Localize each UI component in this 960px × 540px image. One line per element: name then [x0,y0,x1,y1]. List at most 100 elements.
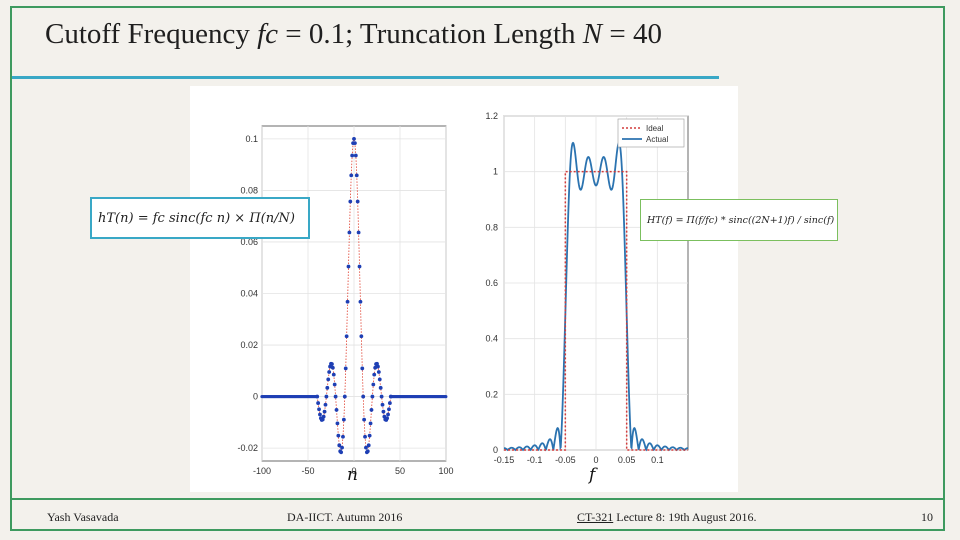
left-sample-point [335,421,340,426]
left-sample-point [364,445,368,450]
left-sample-point [368,421,373,426]
left-x-tick-label: 100 [438,466,453,476]
left-y-tick-label: 0.08 [240,185,258,195]
left-sample-point [376,370,381,374]
left-zero-tail-point [314,394,318,399]
slide-frame [10,6,945,531]
left-sample-point [370,394,375,399]
left-sample-point [318,412,322,417]
left-sample-point [380,402,385,407]
right-y-tick-label: 0.6 [485,278,498,288]
left-x-tick-label: -50 [301,466,314,476]
left-sample-point [316,401,321,405]
right-x-tick-label: -0.05 [555,455,576,465]
left-equation: hT(n) = fc sinc(fc n) × Π(n/N) [98,210,295,226]
left-sample-point [317,407,321,412]
left-sample-point [356,230,361,235]
right-ideal-line [504,170,688,451]
left-sample-point [323,402,328,407]
title-fc-value: = 0.1; Truncation Length [278,18,583,50]
title-prefix: Cutoff Frequency [45,18,258,50]
left-sample-point [334,408,339,412]
left-sample-point [352,136,356,141]
left-sample-point [355,199,360,204]
left-sample-point [349,173,354,178]
legend-ideal-label: Ideal [646,124,664,133]
left-sample-point [333,394,338,399]
left-y-tick-label: 0.1 [245,134,258,144]
left-sample-point [325,385,330,390]
left-y-tick-label: 0.04 [240,289,258,299]
left-sample-point [341,417,346,422]
right-equation-box: HT(f) = Π(f/fc) * sinc((2N+1)f) / sinc(f… [640,199,838,241]
left-sample-point [342,394,347,399]
right-y-tick-label: 0.4 [485,334,498,344]
right-x-tick-label: -0.15 [494,455,515,465]
left-sample-point [362,417,367,422]
footer-author: Yash Vasavada [47,510,119,524]
right-y-tick-label: 1.2 [485,111,498,121]
left-sample-point [343,366,348,371]
left-equation-box: hT(n) = fc sinc(fc n) × Π(n/N) [90,197,310,239]
left-zero-tail-point [444,394,448,399]
left-sample-point [346,264,351,269]
left-sample-point [350,153,355,158]
left-x-tick-label: 50 [395,466,405,476]
left-sample-point [379,394,384,399]
title-underline [12,76,719,79]
left-sample-point [321,414,326,419]
left-sample-point [363,434,367,439]
footer-lecture-text: Lecture 8: 19th August 2016. [616,510,757,524]
left-sample-point [330,362,334,366]
title-N-value: = 40 [602,18,662,50]
right-equation: HT(f) = Π(f/fc) * sinc((2N+1)f) / sinc(f… [647,214,835,226]
right-x-tick-label: -0.1 [527,455,543,465]
footer-code[interactable]: CT-321 [577,510,614,524]
footer-rule [12,498,945,500]
left-x-tick-label: -100 [253,466,271,476]
left-y-tick-label: -0.02 [237,443,258,453]
left-sample-point [344,334,349,339]
footer-lecture: CT-321 Lecture 8: 19th August 2016. [577,510,757,525]
right-x-tick-label: 0.05 [618,455,636,465]
footer-course: DA-IICT. Autumn 2016 [287,510,403,524]
left-sample-point [361,394,366,399]
right-x-variable: f [589,465,596,485]
left-sample-point [372,372,377,377]
left-y-tick-label: 0.06 [240,237,258,247]
left-sample-point [371,382,376,387]
right-actual-line [503,141,689,452]
left-sample-point [367,433,372,438]
left-sample-point [369,408,374,412]
left-sample-point [326,377,331,382]
left-sample-point [324,394,329,399]
left-sample-point [340,445,344,450]
right-y-tick-label: 1 [493,167,498,177]
left-sample-point [322,409,327,414]
left-sample-point [327,370,332,374]
right-y-tick-label: 0.2 [485,389,498,399]
slide-number: 10 [921,510,933,524]
right-x-tick-label: 0 [593,455,598,465]
title-fc-symbol: fc [257,18,279,50]
left-x-variable: n [347,465,358,485]
left-sample-point [360,366,365,371]
left-sample-point [345,299,350,304]
left-sample-point [331,372,336,377]
plot-panel: -100 -50 0 50 100 -0.02 0 0.02 0.04 0.06 0.08 0.1 -0… [190,86,738,492]
left-sample-point [358,299,363,304]
left-sample-point [353,141,357,146]
left-sample-point [347,230,352,235]
left-sample-point [366,443,371,448]
left-sample-point [359,334,364,339]
right-y-tick-label: 0.8 [485,222,498,232]
right-y-tick-label: 0 [493,445,498,455]
left-sample-point [353,153,358,158]
right-legend-box [617,118,685,148]
left-sample-point [365,449,370,454]
legend-actual-label: Actual [646,135,668,144]
left-sample-point [341,434,345,439]
title-N-symbol: N [582,18,603,50]
plots-svg: -100 -50 0 50 100-0.0200.020.040.060.080.1-0… [237,111,689,476]
left-sample-point [385,416,390,421]
